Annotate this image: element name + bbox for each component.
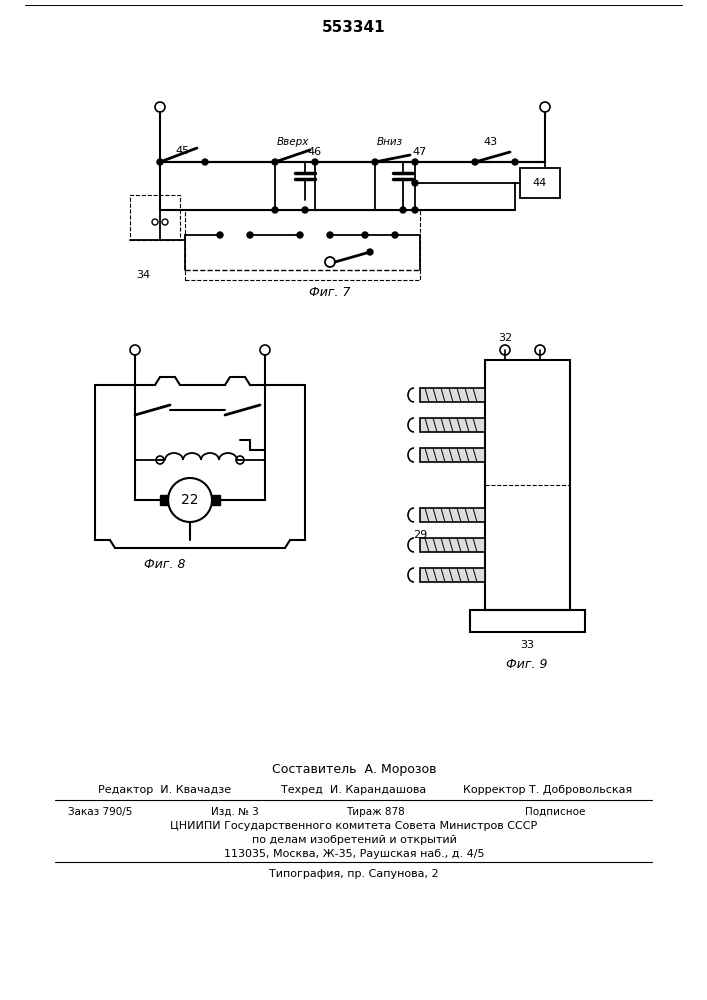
Bar [485, 360, 570, 610]
Text: 33: 33 [520, 640, 534, 650]
Text: Тираж 878: Тираж 878 [346, 807, 404, 817]
Circle shape [297, 232, 303, 238]
Text: Заказ 790/5: Заказ 790/5 [68, 807, 132, 817]
Text: Фиг. 7: Фиг. 7 [309, 286, 351, 300]
Bar [420, 568, 485, 582]
Circle shape [367, 249, 373, 255]
Text: Вверх: Вверх [277, 137, 309, 147]
Text: Техред  И. Карандашова: Техред И. Карандашова [281, 785, 426, 795]
Text: 34: 34 [136, 270, 150, 280]
Circle shape [272, 159, 278, 165]
Circle shape [302, 207, 308, 213]
Circle shape [157, 159, 163, 165]
Text: Подписное: Подписное [525, 807, 585, 817]
Circle shape [512, 159, 518, 165]
Circle shape [412, 180, 418, 186]
Text: Вниз: Вниз [377, 137, 403, 147]
Circle shape [362, 232, 368, 238]
Circle shape [412, 159, 418, 165]
Bar [470, 610, 585, 632]
Text: 32: 32 [498, 333, 512, 343]
Circle shape [202, 159, 208, 165]
Text: ЦНИИПИ Государственного комитета Совета Министров СССР: ЦНИИПИ Государственного комитета Совета … [170, 821, 537, 831]
Text: Фиг. 9: Фиг. 9 [506, 658, 548, 672]
Text: 113035, Москва, Ж-35, Раушская наб., д. 4/5: 113035, Москва, Ж-35, Раушская наб., д. … [223, 849, 484, 859]
Text: Редактор  И. Квачадзе: Редактор И. Квачадзе [98, 785, 232, 795]
Text: 22: 22 [181, 493, 199, 507]
Text: 44: 44 [533, 178, 547, 188]
Bar [212, 495, 220, 505]
Circle shape [372, 159, 378, 165]
Circle shape [247, 232, 253, 238]
Bar [160, 495, 168, 505]
Circle shape [217, 232, 223, 238]
Text: 46: 46 [308, 147, 322, 157]
Circle shape [272, 207, 278, 213]
Text: 29: 29 [413, 530, 427, 540]
Text: Фиг. 8: Фиг. 8 [144, 558, 186, 572]
Text: 45: 45 [176, 146, 190, 156]
Bar [185, 210, 420, 280]
Bar [520, 168, 560, 198]
Bar [130, 195, 180, 240]
Text: 47: 47 [413, 147, 427, 157]
Bar [420, 538, 485, 552]
Text: Корректор Т. Добровольская: Корректор Т. Добровольская [463, 785, 633, 795]
Circle shape [392, 232, 398, 238]
Circle shape [327, 232, 333, 238]
Bar [420, 508, 485, 522]
Bar [420, 448, 485, 462]
Circle shape [472, 159, 478, 165]
Text: 553341: 553341 [322, 20, 386, 35]
Text: Составитель  А. Морозов: Составитель А. Морозов [271, 764, 436, 776]
Text: по делам изобретений и открытий: по делам изобретений и открытий [252, 835, 457, 845]
Text: Типография, пр. Сапунова, 2: Типография, пр. Сапунова, 2 [269, 869, 439, 879]
Bar [420, 418, 485, 432]
Circle shape [400, 207, 406, 213]
Circle shape [312, 159, 318, 165]
Circle shape [412, 207, 418, 213]
Text: 43: 43 [483, 137, 497, 147]
Bar [420, 388, 485, 402]
Text: Изд. № 3: Изд. № 3 [211, 807, 259, 817]
